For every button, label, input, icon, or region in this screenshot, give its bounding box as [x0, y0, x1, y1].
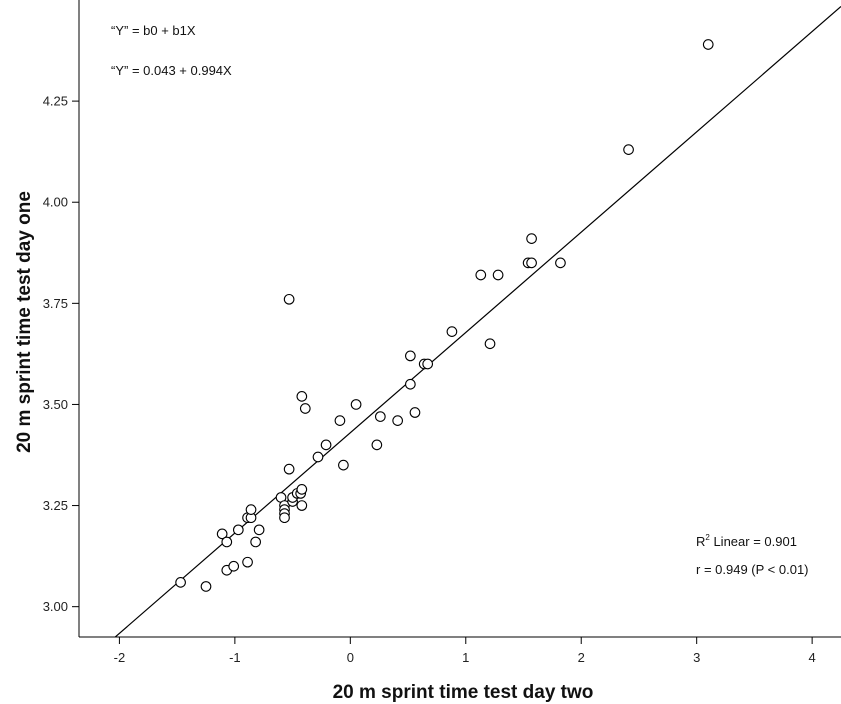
data-point — [446, 326, 458, 337]
data-point — [175, 577, 186, 588]
x-axis-title: 20 m sprint time test day two — [333, 682, 594, 703]
data-point — [334, 415, 346, 426]
data-point — [312, 451, 324, 463]
data-point — [392, 415, 404, 426]
data-point — [338, 459, 349, 471]
data-point — [484, 338, 496, 350]
r-squared-label: R2 Linear = 0.901 — [696, 533, 797, 549]
equation-general: “Y” = b0 + b1X — [111, 23, 196, 38]
x-tick-label: -1 — [229, 650, 241, 665]
data-point — [253, 524, 265, 536]
x-tick-label: 2 — [578, 650, 585, 665]
correlation-label: r = 0.949 (P < 0.01) — [696, 562, 809, 577]
data-point — [623, 144, 634, 155]
data-point — [200, 581, 212, 592]
data-point — [242, 556, 253, 568]
x-tick-label: 3 — [693, 650, 700, 665]
y-tick-label: 4.00 — [43, 195, 68, 210]
data-points — [175, 39, 714, 592]
data-point — [245, 504, 257, 515]
x-tick-label: 4 — [809, 650, 816, 665]
x-tick-label: 0 — [347, 650, 354, 665]
data-point — [296, 500, 308, 511]
y-axis-ticks: 3.00 3.25 3.50 3.75 4.00 4.25 — [43, 94, 79, 614]
data-point — [296, 391, 308, 402]
data-point — [405, 378, 416, 390]
data-point — [299, 403, 311, 414]
x-tick-label: -2 — [114, 650, 126, 665]
data-point — [216, 528, 228, 540]
data-point — [283, 293, 295, 305]
data-point — [221, 536, 233, 548]
data-point — [555, 257, 566, 269]
x-tick-label: 1 — [462, 650, 469, 665]
data-point — [296, 484, 308, 495]
data-point — [250, 536, 261, 548]
data-point — [526, 257, 537, 269]
equation-fitted: “Y” = 0.043 + 0.994X — [111, 63, 232, 78]
regression-line — [114, 6, 841, 637]
data-point — [232, 524, 244, 536]
y-axis-title: 20 m sprint time test day one — [14, 191, 35, 453]
data-point — [409, 407, 421, 418]
r-squared-sup: 2 — [705, 533, 710, 542]
y-tick-label: 4.25 — [43, 94, 68, 109]
data-point — [283, 463, 295, 475]
y-tick-label: 3.25 — [43, 498, 68, 513]
y-tick-label: 3.00 — [43, 599, 68, 614]
data-point — [371, 439, 383, 451]
data-point — [475, 269, 487, 281]
y-tick-label: 3.50 — [43, 397, 68, 412]
data-point — [279, 512, 290, 524]
data-point — [228, 560, 240, 572]
data-point — [350, 399, 362, 410]
data-point — [405, 350, 416, 362]
data-point — [702, 39, 714, 50]
data-point — [526, 233, 537, 244]
r-squared-value: Linear = 0.901 — [710, 534, 797, 549]
y-tick-label: 3.75 — [43, 296, 68, 311]
r-squared-r: R — [696, 534, 705, 549]
data-point — [374, 411, 386, 422]
data-point — [422, 358, 434, 370]
x-axis-ticks: -2 -1 0 1 2 3 4 — [114, 637, 816, 665]
data-point — [320, 439, 332, 451]
data-point — [492, 269, 504, 281]
